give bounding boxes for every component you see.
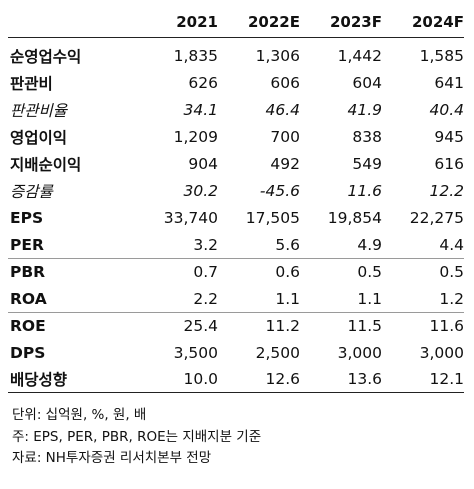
cell-2021: 30.2 — [183, 181, 218, 200]
cell-2024f: 40.4 — [429, 100, 464, 119]
cell-2021: 34.1 — [183, 100, 218, 119]
cell-2023f: 838 — [352, 127, 382, 146]
cell-2022e: 5.6 — [275, 235, 300, 254]
cell-2023f: 1.1 — [357, 289, 382, 308]
cell-2023f: 3,000 — [337, 343, 382, 362]
cell-2024f: 0.5 — [439, 263, 464, 281]
cell-2022e: 700 — [270, 127, 300, 146]
cell-2024f: 616 — [434, 154, 464, 173]
cell-2021: 10.0 — [183, 370, 218, 388]
cell-2022e: 11.2 — [265, 317, 300, 335]
row-label: EPS — [10, 208, 44, 227]
cell-2021: 904 — [188, 154, 218, 173]
row-label: 판관비율 — [10, 101, 68, 120]
cell-2021: 25.4 — [183, 317, 218, 335]
cell-2022e: 2,500 — [255, 343, 300, 362]
cell-2024f: 4.4 — [439, 235, 464, 254]
cell-2023f: 549 — [352, 154, 382, 173]
table-row-pbr: PBR 0.7 0.6 0.5 0.5 — [8, 258, 464, 285]
cell-2023f: 4.9 — [357, 235, 382, 254]
row-label: PER — [10, 235, 44, 254]
table-row-per: PER 3.2 5.6 4.9 4.4 — [8, 231, 464, 258]
cell-2023f: 11.5 — [347, 317, 382, 335]
cell-2023f: 604 — [352, 73, 382, 92]
cell-2023f: 19,854 — [327, 208, 382, 227]
table-row-eps: EPS 33,740 17,505 19,854 22,275 — [8, 204, 464, 231]
cell-2024f: 12.2 — [429, 181, 464, 200]
cell-2023f: 0.5 — [357, 263, 382, 281]
table-header-row: 2021 2022E 2023F 2024F — [8, 6, 464, 38]
table-row-payout-ratio: 배당성향 10.0 12.6 13.6 12.1 — [8, 366, 464, 393]
cell-2024f: 945 — [434, 127, 464, 146]
row-label: ROE — [10, 317, 46, 335]
financial-summary-table: 2021 2022E 2023F 2024F 순영업수익 1,835 1,306… — [8, 0, 464, 393]
cell-2024f: 3,000 — [419, 343, 464, 362]
cell-2022e: 12.6 — [265, 370, 300, 388]
table-row-sga-expense: 판관비 626 606 604 641 — [8, 69, 464, 96]
cell-2023f: 41.9 — [347, 100, 382, 119]
cell-2022e: 46.4 — [265, 100, 300, 119]
cell-2021: 2.2 — [193, 289, 218, 308]
cell-2021: 1,209 — [173, 127, 218, 146]
cell-2021: 626 — [188, 73, 218, 92]
cell-2021: 1,835 — [173, 46, 218, 65]
table-row-operating-profit: 영업이익 1,209 700 838 945 — [8, 123, 464, 150]
header-year-2023f: 2023F — [330, 12, 382, 31]
table-footnotes: 단위: 십억원, %, 원, 배 주: EPS, PER, PBR, ROE는 … — [12, 405, 261, 470]
row-label: 영업이익 — [10, 128, 68, 147]
header-year-2021: 2021 — [176, 12, 218, 31]
table-row-controlling-net-income: 지배순이익 904 492 549 616 — [8, 150, 464, 177]
row-label: 지배순이익 — [10, 155, 82, 174]
row-label: ROA — [10, 289, 47, 308]
cell-2022e: -45.6 — [259, 181, 300, 200]
source-note: 자료: NH투자증권 리서치본부 전망 — [12, 450, 212, 466]
basis-note: 주: EPS, PER, PBR, ROE는 지배지분 기준 — [12, 428, 262, 445]
cell-2022e: 1,306 — [255, 46, 300, 65]
cell-2023f: 11.6 — [347, 181, 382, 200]
cell-2024f: 1,585 — [419, 46, 464, 65]
cell-2022e: 492 — [270, 154, 300, 173]
table-row-roe: ROE 25.4 11.2 11.5 11.6 — [8, 312, 464, 339]
row-label: 판관비 — [10, 74, 53, 93]
cell-2021: 3,500 — [173, 343, 218, 362]
cell-2022e: 1.1 — [275, 289, 300, 308]
cell-2021: 0.7 — [193, 263, 218, 281]
cell-2022e: 17,505 — [245, 208, 300, 227]
header-year-2022e: 2022E — [248, 12, 300, 31]
unit-note: 단위: 십억원, %, 원, 배 — [12, 407, 147, 423]
table-row-dps: DPS 3,500 2,500 3,000 3,000 — [8, 339, 464, 366]
cell-2024f: 1.2 — [439, 289, 464, 308]
row-label: 순영업수익 — [10, 47, 82, 66]
cell-2022e: 606 — [270, 73, 300, 92]
row-label: 배당성향 — [10, 371, 68, 389]
row-label: 증감률 — [10, 182, 53, 201]
row-label: PBR — [10, 263, 46, 281]
table-row-net-operating-revenue: 순영업수익 1,835 1,306 1,442 1,585 — [8, 42, 464, 69]
cell-2024f: 641 — [434, 73, 464, 92]
cell-2021: 3.2 — [193, 235, 218, 254]
cell-2022e: 0.6 — [275, 263, 300, 281]
cell-2021: 33,740 — [163, 208, 218, 227]
cell-2023f: 1,442 — [337, 46, 382, 65]
table-body: 순영업수익 1,835 1,306 1,442 1,585 판관비 626 60… — [8, 42, 464, 393]
table-row-growth-rate: 증감률 30.2 -45.6 11.6 12.2 — [8, 177, 464, 204]
cell-2024f: 22,275 — [409, 208, 464, 227]
table-row-sga-ratio: 판관비율 34.1 46.4 41.9 40.4 — [8, 96, 464, 123]
row-label: DPS — [10, 343, 46, 362]
cell-2023f: 13.6 — [347, 370, 382, 388]
header-year-2024f: 2024F — [412, 12, 464, 31]
table-row-roa: ROA 2.2 1.1 1.1 1.2 — [8, 285, 464, 312]
cell-2024f: 11.6 — [429, 317, 464, 335]
cell-2024f: 12.1 — [429, 370, 464, 388]
